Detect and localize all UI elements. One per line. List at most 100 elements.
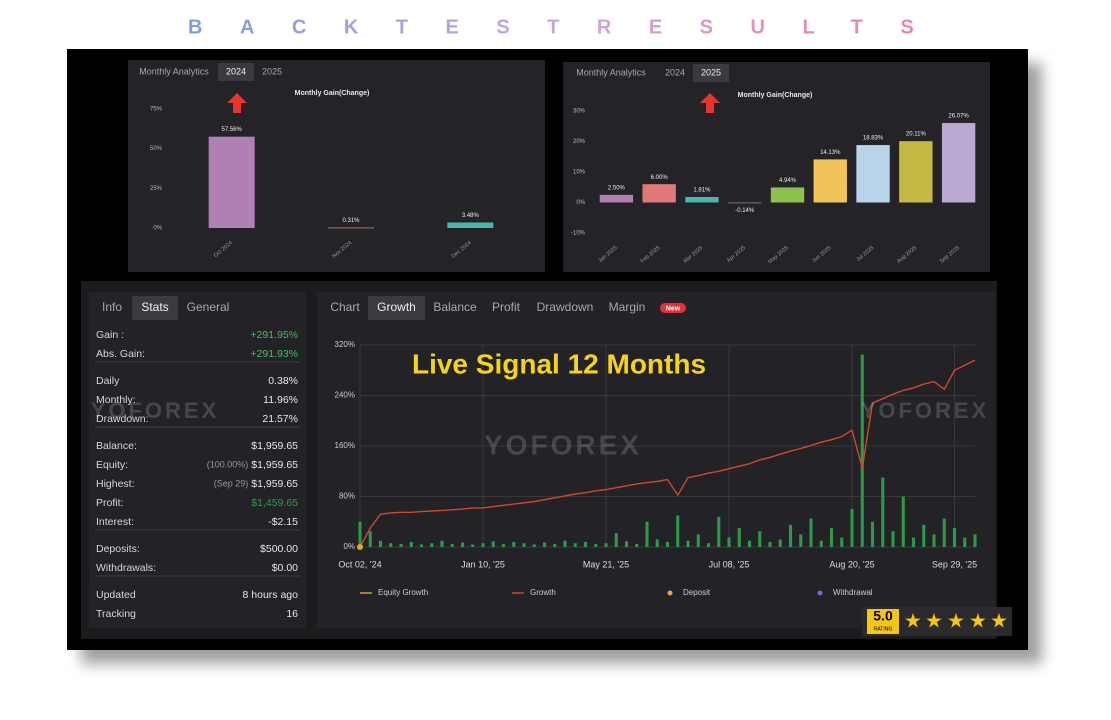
bar [368,531,372,547]
watermark: YOFOREX [484,429,642,460]
bar [770,187,805,203]
tab: 2024 [665,67,685,77]
stat-value: $1,959.65 [251,478,298,490]
bar [604,543,608,547]
x-tick-label: Sep 29, '25 [932,559,977,569]
stat-value: $1,459.65 [251,497,298,509]
legend-label: Growth [530,588,556,597]
bar [447,222,494,228]
y-tick-label: 0% [576,200,585,206]
stat-label: Deposits: [96,543,140,555]
stat-label: Tracking [96,608,136,620]
bar [389,543,393,547]
bar [685,196,719,203]
rating-score: 5.0 [873,608,893,624]
bar [583,541,588,547]
bar [747,540,752,547]
bar [922,524,926,547]
svg-text:★: ★ [947,610,965,632]
bar [856,145,890,203]
legend-label: Equity Growth [378,588,428,597]
y-tick-label: 20% [573,139,586,145]
tab: Balance [433,300,477,314]
bar [614,533,618,547]
bar [378,540,383,547]
bar [809,518,813,547]
x-tick-label: May 21, '25 [583,559,629,569]
value-label: 57.56% [221,127,242,133]
y-tick-label: 25% [150,186,163,192]
arrow-icon [700,93,720,113]
bar [655,539,659,547]
stat-label: Interest: [96,516,134,528]
stat-note: (100.00%) [207,459,249,469]
bar [624,541,629,547]
stat-value: 0.38% [268,375,298,387]
stat-value: $1,959.65 [251,440,298,452]
bar [768,541,772,547]
y-tick-label: 160% [335,441,355,450]
y-tick-label: 10% [573,170,586,176]
legend-marker [817,590,823,596]
overlay-text: Live Signal 12 Months [412,348,706,379]
tab: Chart [330,300,360,314]
value-label: 20.11% [906,132,927,138]
bar [727,537,731,547]
y-tick-label: 0% [153,226,162,232]
bar [737,528,741,547]
bar [788,524,793,547]
bar [717,516,721,547]
y-tick-label: 320% [335,340,355,349]
tab: 2024 [226,66,246,76]
bar [409,541,413,547]
bar [635,543,639,547]
stat-label: Monthly: [96,394,136,406]
tab: Growth [377,300,416,314]
bar [941,122,976,203]
value-label: 18.83% [863,136,884,142]
stat-label: Updated [96,589,136,601]
bar [481,543,485,547]
bar [419,544,424,547]
svg-text:★: ★ [969,610,987,632]
x-tick-label: Jan 10, '25 [461,559,505,569]
stat-label: Abs. Gain: [96,348,145,360]
bar [522,543,526,547]
bar [758,531,762,547]
bar [942,518,946,547]
bar [799,534,803,547]
x-tick-label: Oct 02, '24 [338,559,381,569]
bar [599,194,634,203]
stat-value: 21.57% [262,413,298,425]
bar [460,542,465,547]
growth-line [359,359,976,548]
stat-value: 16 [286,608,298,620]
stat-label: Highest: [96,478,135,490]
tab: General [187,300,230,314]
tab: Monthly Analytics [576,67,646,77]
value-label: 2.50% [608,185,626,191]
svg-text:★: ★ [990,610,1008,632]
svg-text:★: ★ [925,610,943,632]
bar [430,543,434,547]
stat-note: (Sep 29) [214,478,249,488]
bar [440,540,444,547]
bar [594,543,598,547]
legend-label: Deposit [683,588,711,597]
value-label: 0.31% [342,218,360,224]
value-label: 3.48% [462,213,480,219]
value-label: -0.14% [735,208,755,214]
bar [686,540,690,547]
bar [813,159,847,203]
tab-active [132,296,178,320]
watermark: YOFOREX [91,398,220,423]
tab: Info [102,300,122,314]
stat-value: $0.00 [272,562,298,574]
stat-value: 8 hours ago [243,589,299,601]
bar [553,543,557,547]
tab: Drawdown [537,300,594,314]
tab: 2025 [262,66,282,76]
bar [952,528,957,547]
value-label: 14.13% [820,150,841,156]
value-label: 6.00% [651,175,669,181]
